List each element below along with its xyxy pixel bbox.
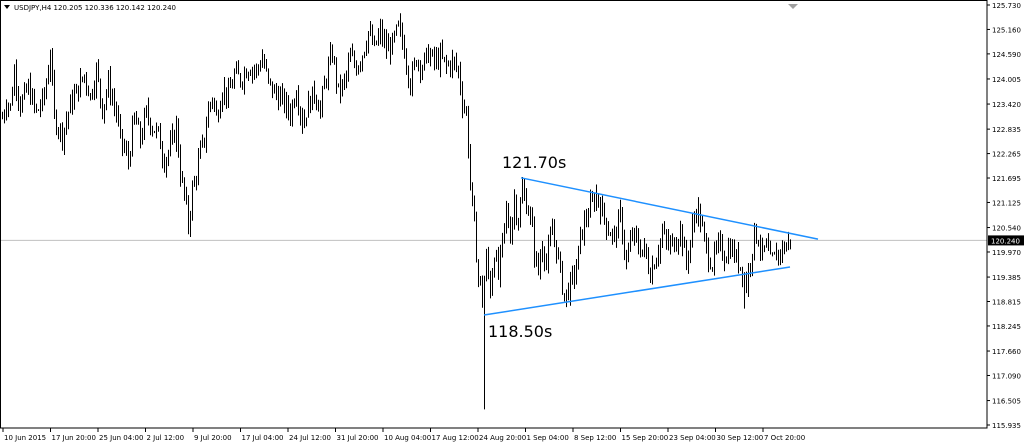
dropdown-triangle-icon[interactable] (4, 5, 10, 9)
x-tick-label: 24 Jul 12:00 (289, 434, 331, 442)
symbol-header-text: USDJPY,H4 120.205 120.336 120.142 120.24… (14, 4, 176, 12)
x-axis-ticks: 10 Jun 2015 17 Jun 20:00 25 Jun 04:00 2 Jul… (2, 428, 805, 442)
candles-group (2, 13, 791, 410)
x-tick-label: 9 Jul 20:00 (194, 434, 232, 442)
y-tick-label: 121.695 (992, 175, 1021, 183)
x-tick-label: 15 Sep 20:00 (622, 434, 669, 442)
y-tick-label: 122.835 (992, 126, 1021, 134)
y-axis-ticks: 125.730 125.160 124.590 124.005 123.420 122.8… (987, 2, 1021, 430)
price-annotation: 118.50s (488, 322, 552, 341)
x-tick-label: 17 Aug 12:00 (432, 434, 479, 442)
chart-shift-marker-icon[interactable] (788, 4, 798, 9)
y-tick-label: 115.935 (992, 422, 1021, 430)
y-tick-label: 119.385 (992, 274, 1021, 282)
y-tick-label: 117.090 (992, 372, 1021, 380)
trendline-upper[interactable] (520, 177, 819, 240)
annotations-group: 121.70s 118.50s (488, 153, 566, 341)
y-tick-label: 120.540 (992, 225, 1021, 233)
x-tick-label: 17 Jun 20:00 (52, 434, 96, 442)
y-tick-label: 124.590 (992, 51, 1021, 59)
plot-border (0, 0, 988, 429)
current-price-tag-bg (988, 235, 1024, 246)
y-tick-label: 122.265 (992, 151, 1021, 159)
x-tick-label: 17 Jul 04:00 (242, 434, 284, 442)
x-tick-label: 10 Aug 04:00 (384, 434, 431, 442)
x-tick-label: 2 Jul 12:00 (147, 434, 185, 442)
y-tick-label: 119.970 (992, 249, 1021, 257)
y-tick-label: 118.245 (992, 323, 1021, 331)
y-tick-label: 124.005 (992, 76, 1021, 84)
y-tick-label: 125.730 (992, 2, 1021, 10)
trendline-lower[interactable] (483, 266, 791, 316)
price-annotation: 121.70s (502, 153, 566, 172)
x-tick-label: 1 Sep 04:00 (527, 434, 569, 442)
x-tick-label: 23 Sep 04:00 (669, 434, 716, 442)
current-price-tag: 120.240 (988, 235, 1024, 246)
x-tick-label: 24 Aug 20:00 (479, 434, 526, 442)
current-price-tag-text: 120.240 (991, 237, 1020, 245)
symbol-header: USDJPY,H4 120.205 120.336 120.142 120.24… (4, 4, 176, 12)
x-tick-label: 30 Sep 12:00 (717, 434, 764, 442)
x-tick-label: 31 Jul 20:00 (337, 434, 379, 442)
y-tick-label: 125.160 (992, 26, 1021, 34)
y-tick-label: 116.505 (992, 398, 1021, 406)
x-tick-label: 25 Jun 04:00 (99, 434, 143, 442)
y-tick-label: 121.125 (992, 199, 1021, 207)
y-tick-label: 123.420 (992, 101, 1021, 109)
x-tick-label: 7 Oct 20:00 (764, 434, 805, 442)
y-tick-label: 117.660 (992, 348, 1021, 356)
y-tick-label: 118.815 (992, 299, 1021, 307)
trendlines-group (483, 177, 819, 316)
x-tick-label: 8 Sep 12:00 (574, 434, 616, 442)
x-tick-label: 10 Jun 2015 (4, 434, 46, 442)
